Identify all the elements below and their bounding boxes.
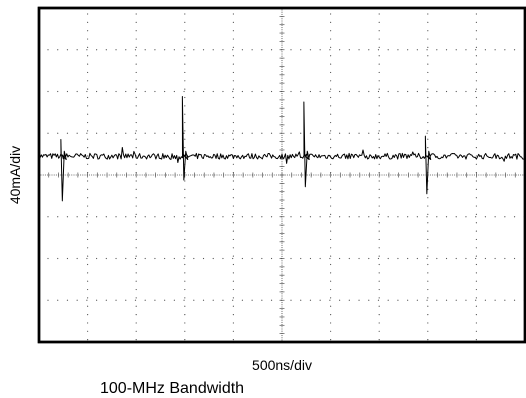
grid-line-horizontal	[47, 216, 525, 218]
signal-trace	[38, 96, 526, 202]
grid-line-vertical	[184, 13, 186, 341]
grid-line-vertical	[135, 13, 137, 341]
grid-line-vertical	[87, 13, 89, 341]
plot-frame	[37, 6, 526, 344]
grid-line-vertical	[475, 13, 477, 341]
grid-line-vertical	[330, 13, 332, 341]
grid-line-horizontal	[47, 49, 525, 51]
grid-line-horizontal	[47, 132, 525, 134]
center-axes	[40, 9, 526, 341]
grid-line-horizontal	[47, 299, 525, 301]
y-axis-label: 40mA/div	[7, 146, 23, 204]
caption-text: 100-MHz Bandwidth	[100, 380, 244, 397]
center-axis-horizontal	[40, 172, 526, 178]
grid-line-vertical	[378, 13, 380, 341]
grid-line-horizontal	[47, 257, 525, 260]
x-axis-label: 500ns/div	[252, 357, 312, 373]
grid-line-vertical	[232, 13, 234, 341]
grid-dots	[47, 13, 525, 341]
